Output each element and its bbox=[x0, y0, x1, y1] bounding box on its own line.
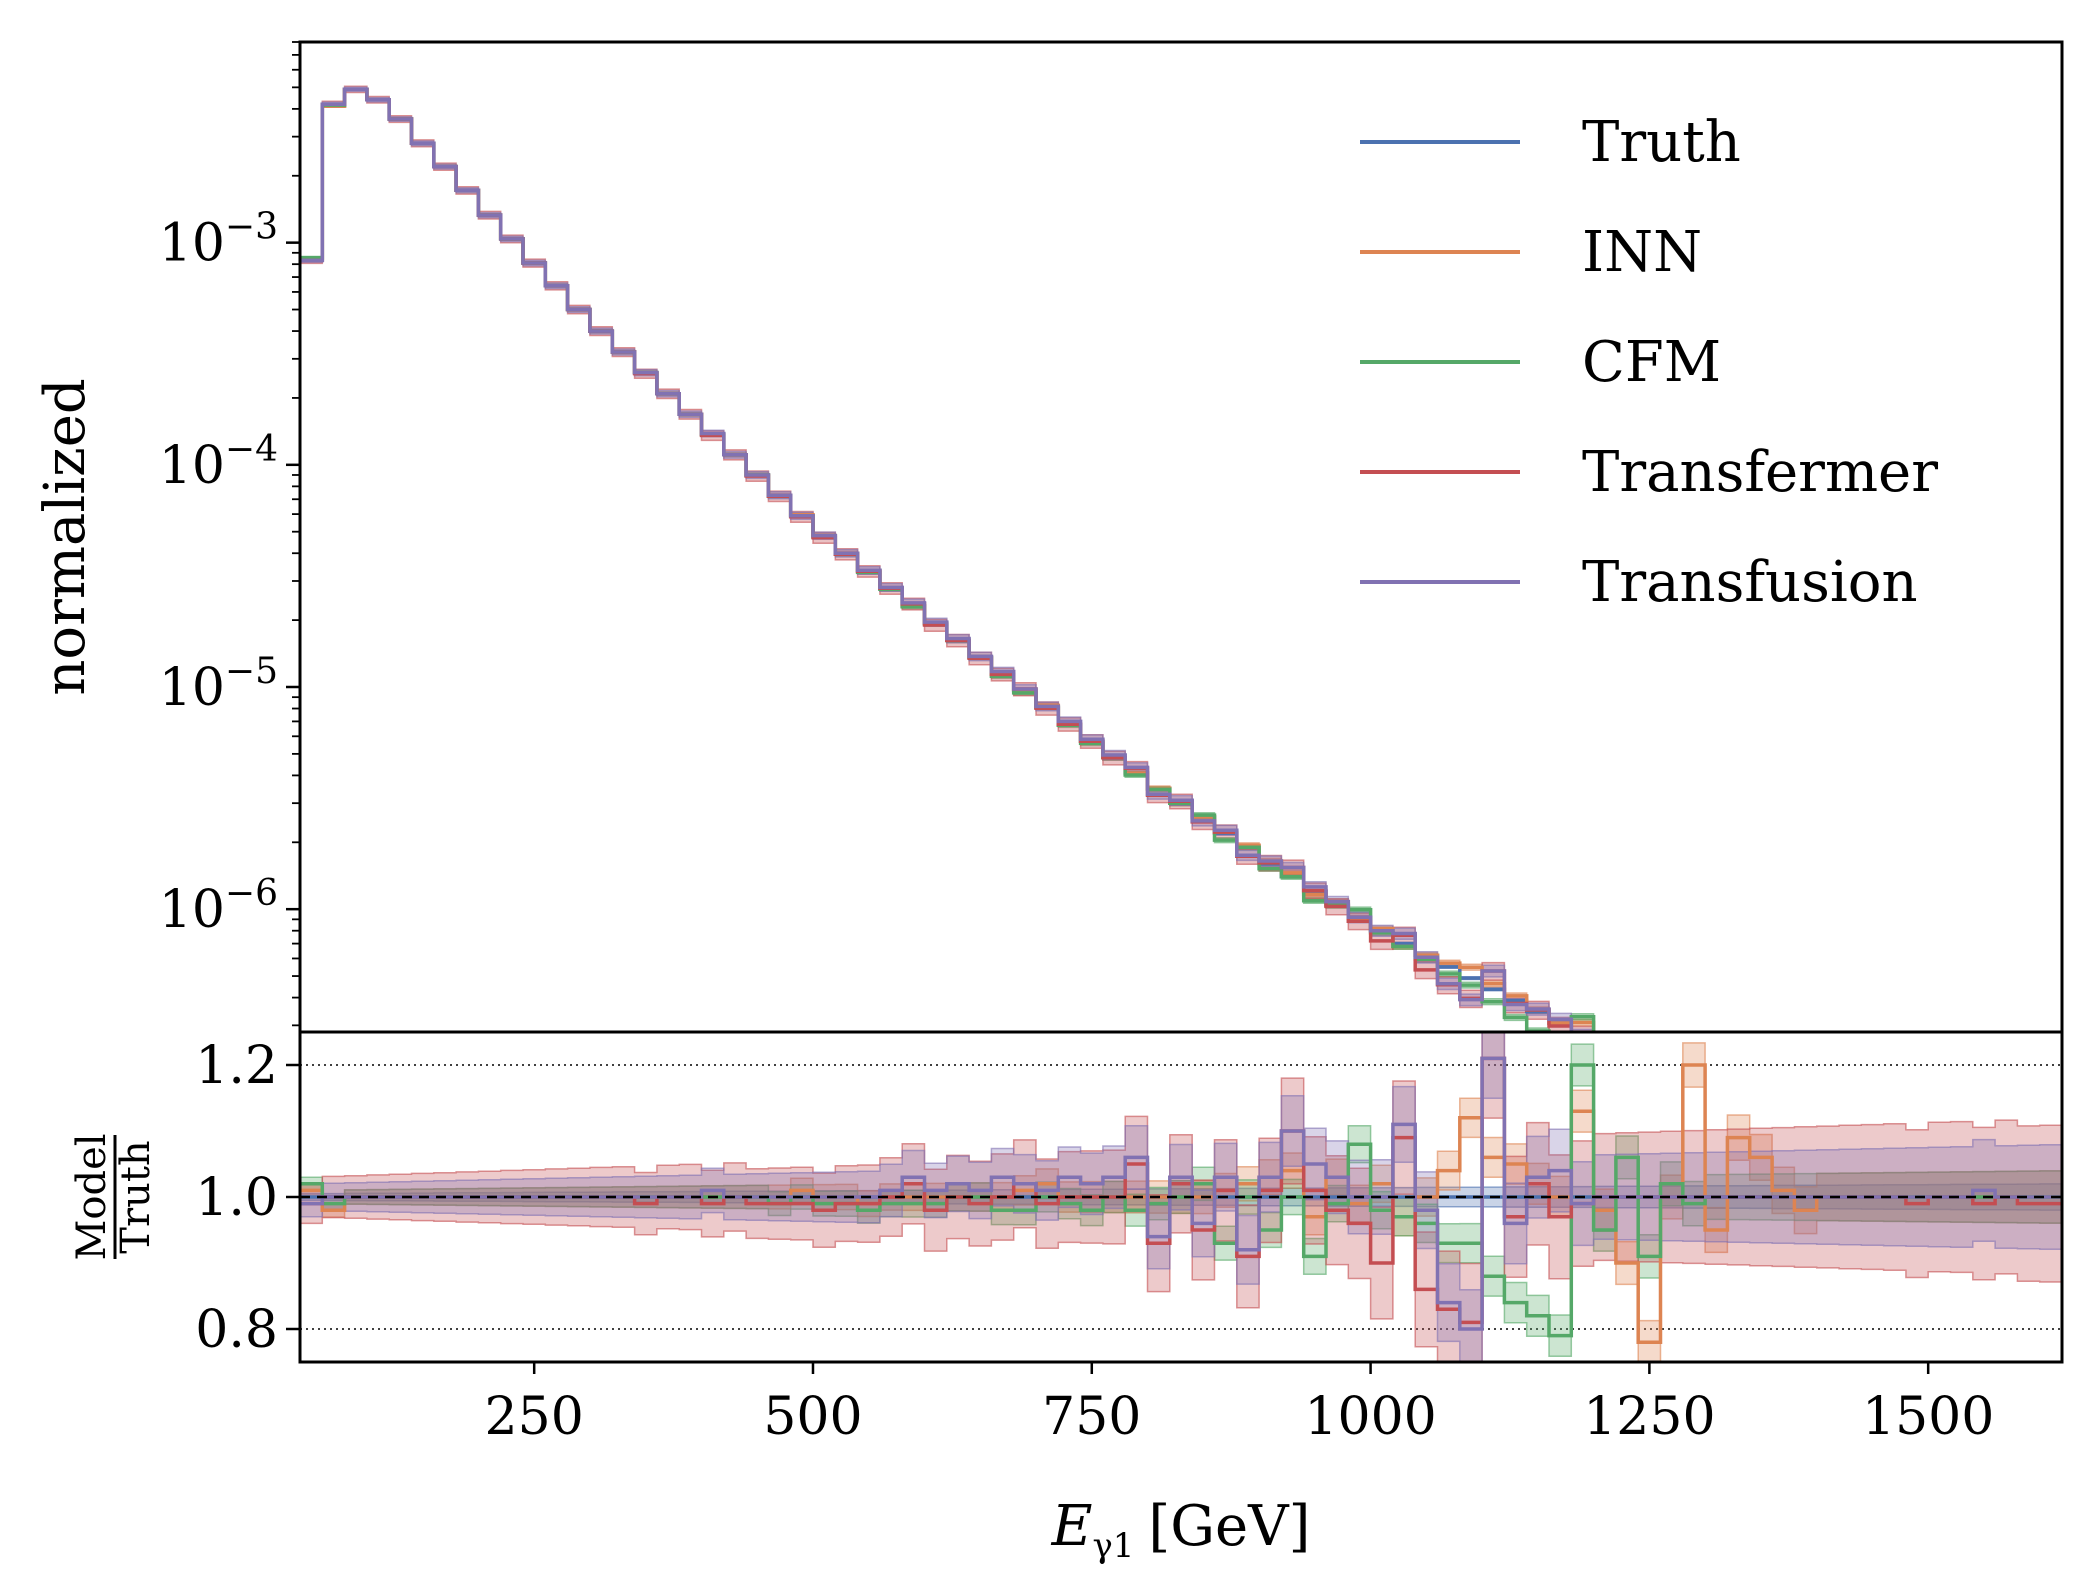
y-tick-base: 10 bbox=[159, 880, 225, 940]
ratio-tick-label: 0.8 bbox=[195, 1300, 278, 1360]
ratio-numerator: Model bbox=[69, 1133, 115, 1260]
band-ratio-inn bbox=[300, 1042, 2062, 1362]
x-axis-title-variable: E bbox=[1051, 1494, 1093, 1559]
top-y-axis-ticks: 10−310−410−510−6 bbox=[159, 41, 300, 1027]
y-tick-base: 10 bbox=[159, 436, 225, 496]
top-panel-lines bbox=[300, 87, 1596, 1032]
y-tick-exponent: −5 bbox=[225, 651, 278, 692]
x-axis-title: Eγ1 [GeV] bbox=[1051, 1494, 1311, 1566]
line-top-transfusion bbox=[300, 87, 1574, 1032]
top-y-axis-title: normalized bbox=[33, 378, 98, 695]
x-tick-label: 1000 bbox=[1304, 1387, 1436, 1447]
line-ratio-transfusion bbox=[300, 1056, 2062, 1331]
legend-label-cfm: CFM bbox=[1582, 330, 1721, 395]
x-axis-title-unit: [GeV] bbox=[1148, 1494, 1310, 1559]
ratio-denominator: Truth bbox=[113, 1140, 159, 1253]
x-tick-label: 1250 bbox=[1583, 1387, 1715, 1447]
x-axis-title-subscript: γ1 bbox=[1092, 1526, 1134, 1566]
x-tick-label: 500 bbox=[763, 1387, 862, 1447]
legend-label-inn: INN bbox=[1582, 220, 1702, 285]
legend-label-transfusion: Transfusion bbox=[1582, 550, 1918, 615]
legend-label-transfermer: Transfermer bbox=[1582, 440, 1938, 505]
y-tick-base: 10 bbox=[159, 658, 225, 718]
bottom-y-axis-ticks: 0.8 1.0 1.2 bbox=[195, 1036, 300, 1360]
ratio-tick-label: 1.2 bbox=[195, 1036, 278, 1096]
legend-label-truth: Truth bbox=[1582, 110, 1741, 175]
x-axis-ticks: 250 500 750 1000 1250 1500 bbox=[485, 1362, 1994, 1447]
legend: Truth INN CFM Transfermer Transfusion bbox=[1360, 110, 1938, 615]
x-tick-label: 750 bbox=[1042, 1387, 1141, 1447]
bottom-y-axis-title: Model Truth bbox=[69, 1133, 159, 1260]
y-tick-label: 10−6 bbox=[159, 873, 278, 940]
x-tick-label: 250 bbox=[485, 1387, 584, 1447]
y-tick-base: 10 bbox=[159, 214, 225, 274]
y-tick-label: 10−5 bbox=[159, 651, 278, 718]
y-tick-exponent: −3 bbox=[225, 207, 278, 248]
y-tick-exponent: −4 bbox=[225, 429, 278, 470]
ratio-tick-label: 1.0 bbox=[195, 1168, 278, 1228]
y-tick-label: 10−3 bbox=[159, 207, 278, 274]
x-tick-label: 1500 bbox=[1862, 1387, 1994, 1447]
y-tick-exponent: −6 bbox=[225, 873, 278, 914]
bottom-panel-lines bbox=[300, 1056, 2062, 1344]
y-tick-label: 10−4 bbox=[159, 429, 278, 496]
